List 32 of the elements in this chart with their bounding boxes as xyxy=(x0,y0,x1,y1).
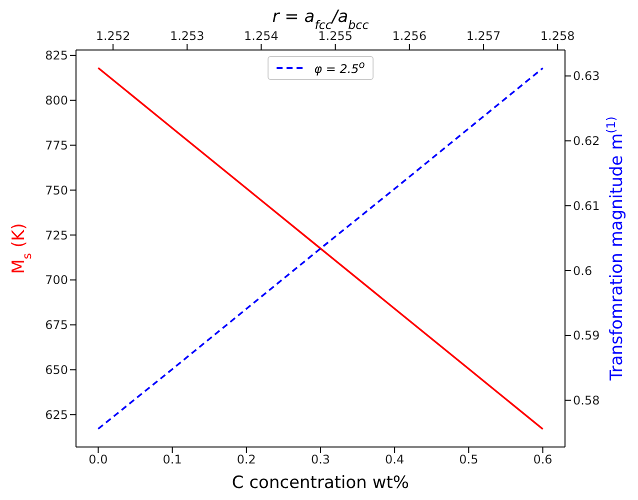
x2-tick-label: 1.255 xyxy=(318,29,352,43)
x2-tick-label: 1.257 xyxy=(466,29,501,43)
y-tick-label: 750 xyxy=(45,183,68,198)
x-tick-label: 0.5 xyxy=(459,452,478,467)
x2-tick-label: 1.253 xyxy=(170,29,204,43)
x2-tick-label: 1.254 xyxy=(244,29,278,43)
y-tick-label: 625 xyxy=(45,408,68,422)
y2-tick-label: 0.58 xyxy=(573,394,600,408)
y-tick-label: 725 xyxy=(45,228,68,242)
y2-tick-label: 0.59 xyxy=(573,328,600,343)
y-tick-label: 650 xyxy=(45,363,68,378)
y-tick-label: 675 xyxy=(45,318,68,332)
legend-label: φ = 2.5$^{o}$ xyxy=(314,60,365,76)
y-tick-label: 825 xyxy=(45,48,68,63)
x-tick-label: 0.6 xyxy=(533,452,552,467)
y2-tick-label: 0.62 xyxy=(573,134,600,148)
x2-tick-label: 1.258 xyxy=(540,29,575,43)
x-tick-label: 0.4 xyxy=(385,452,404,467)
x-tick-label: 0.0 xyxy=(88,452,108,467)
x2-tick-label: 1.252 xyxy=(96,29,130,43)
y-tick-label: 775 xyxy=(45,138,68,152)
y-tick-label: 700 xyxy=(45,273,68,288)
y2-tick-label: 0.63 xyxy=(573,69,600,84)
y-tick-label: 800 xyxy=(45,94,68,108)
x-tick-label: 0.3 xyxy=(310,452,330,467)
y2-tick-label: 0.6 xyxy=(573,264,592,278)
x-axis-title: C concentration wt% xyxy=(232,473,410,493)
x2-tick-label: 1.256 xyxy=(392,29,427,43)
x-tick-label: 0.2 xyxy=(236,452,256,467)
y2-tick-label: 0.61 xyxy=(573,198,600,213)
x-tick-label: 0.1 xyxy=(162,452,182,467)
x2-axis-title: r = a$_{fcc}$/a$_{bcc}$ xyxy=(272,7,370,32)
